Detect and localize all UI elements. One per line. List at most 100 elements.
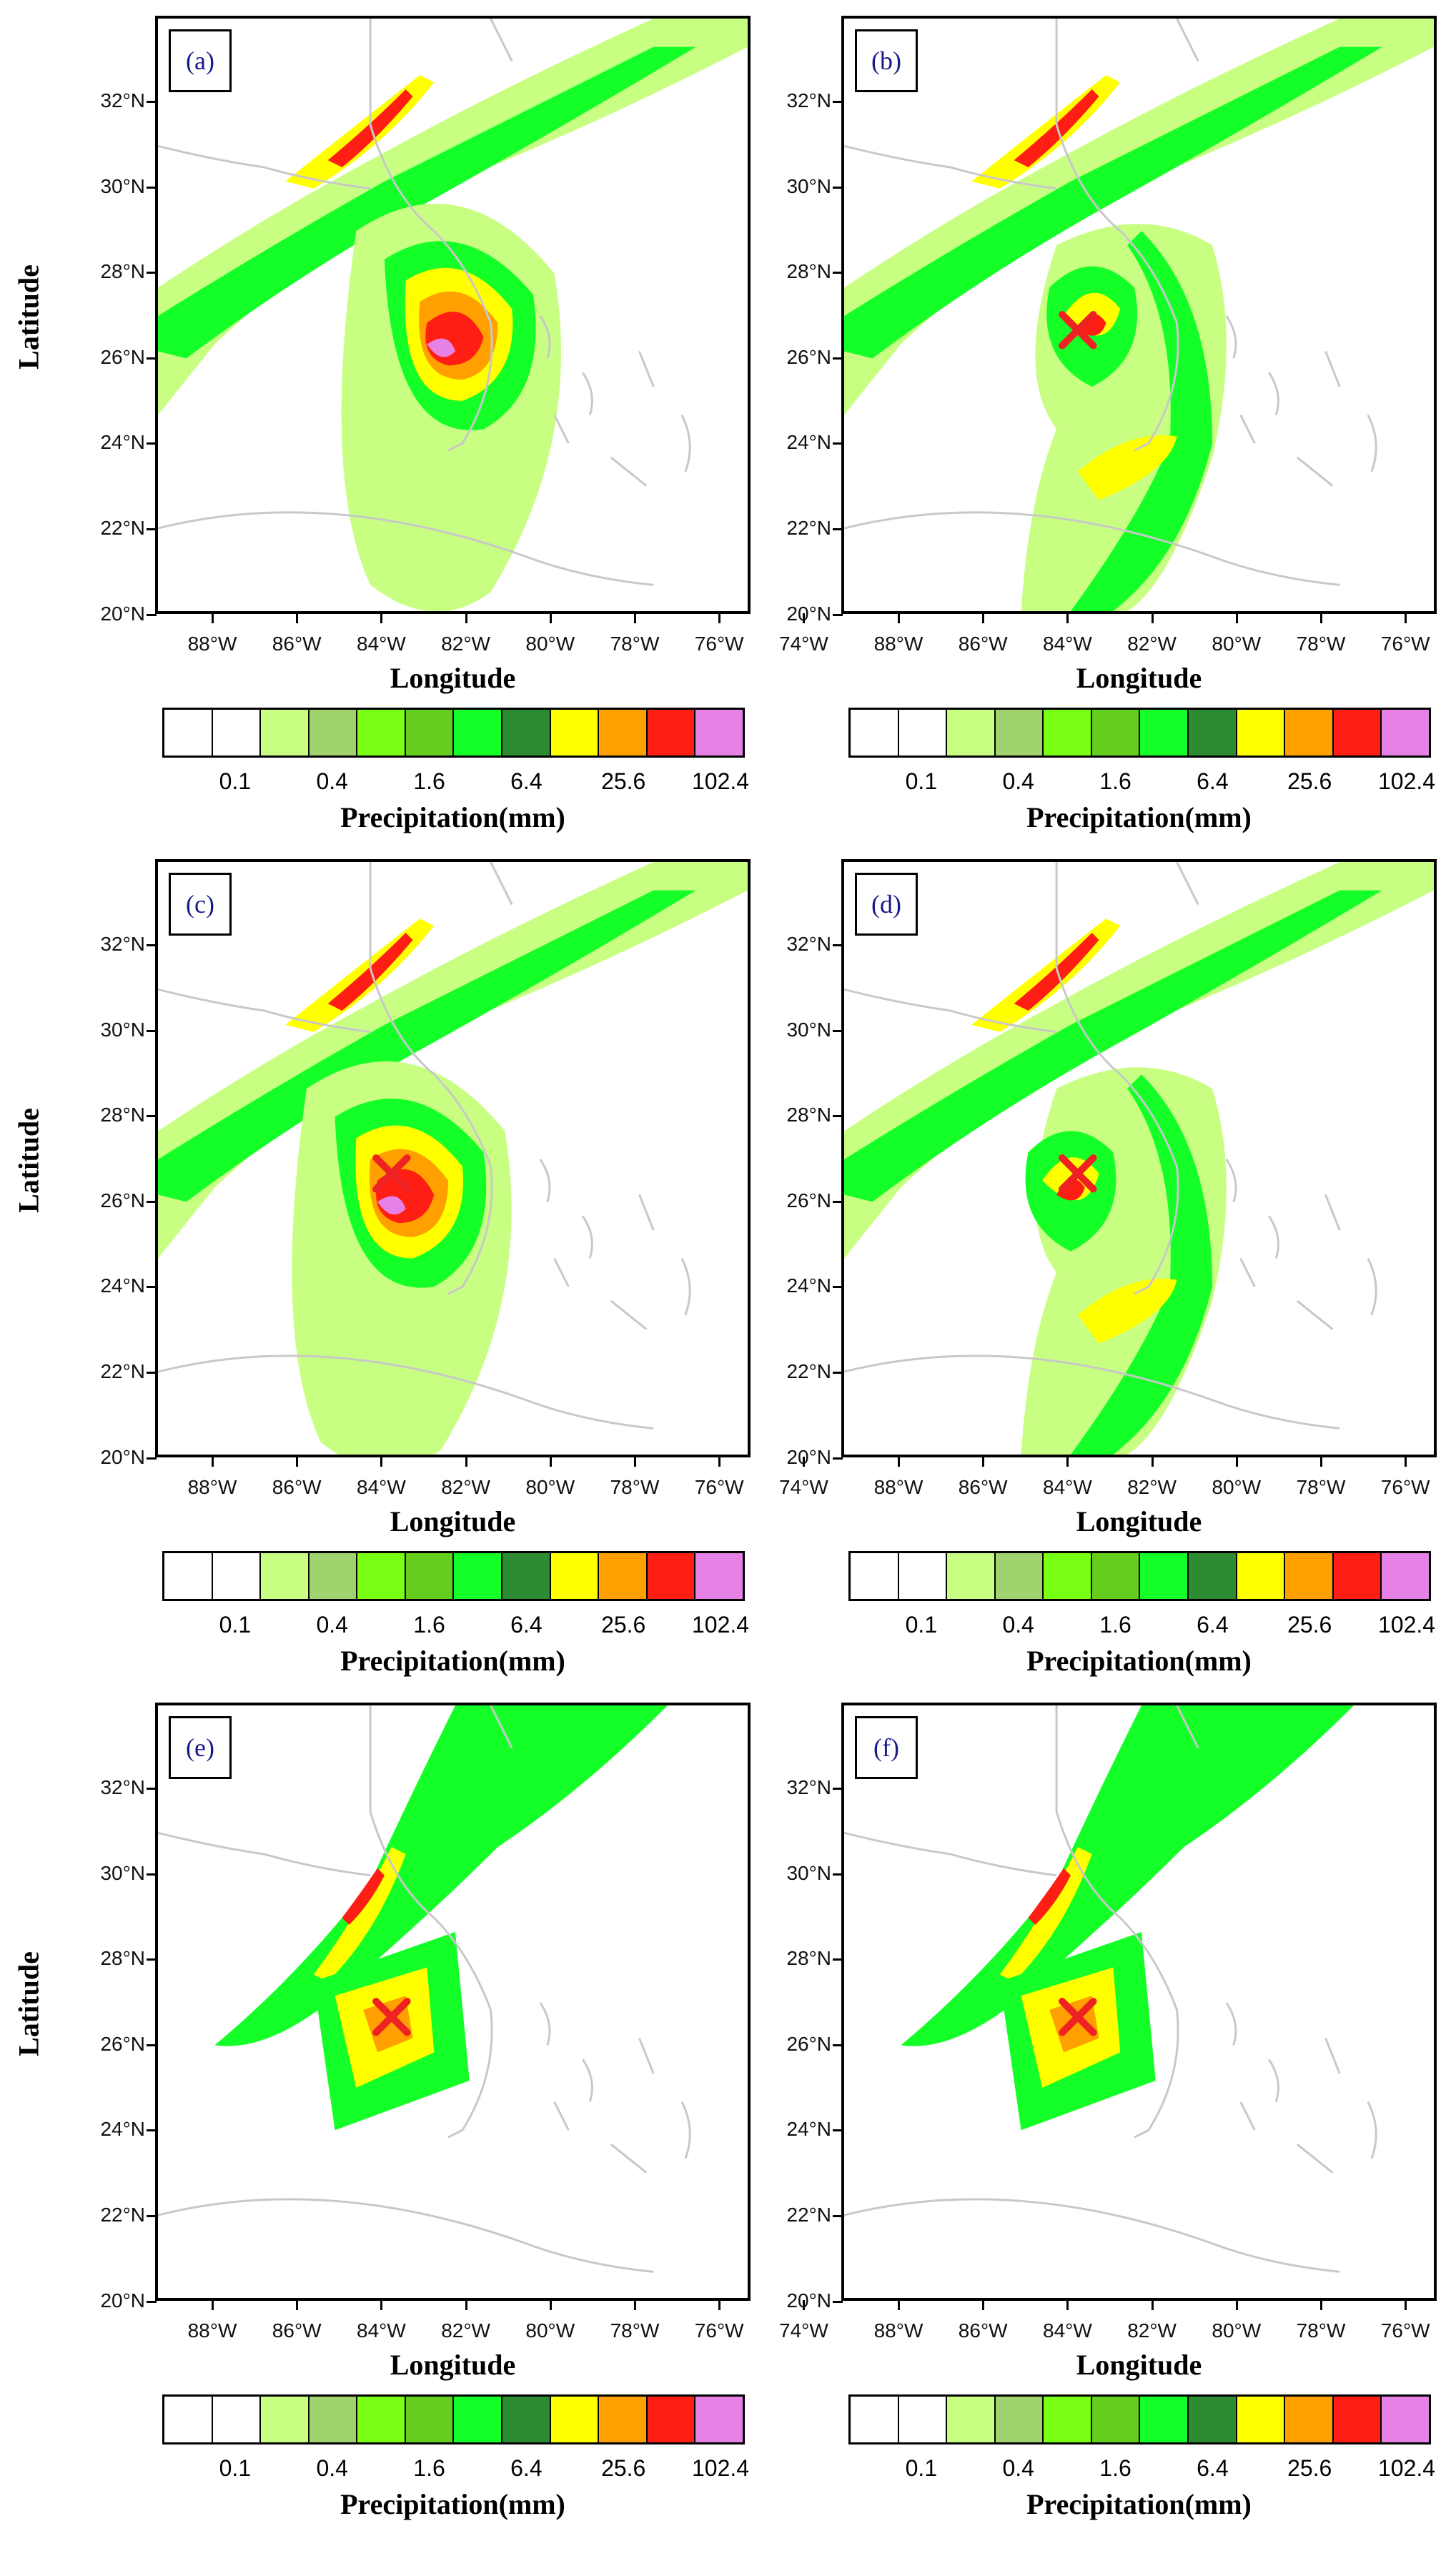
lat-tick-mark — [833, 442, 843, 445]
coastline — [844, 1354, 1340, 1430]
lon-tick-label: 74°W — [779, 2319, 828, 2342]
colorbar-tick-label: 0.4 — [1002, 2455, 1034, 2481]
lon-tick-mark — [1405, 2300, 1407, 2310]
map-panel-c: Latitude (c) Longitude Precipitation(mm)… — [0, 843, 828, 1687]
lat-tick-mark — [147, 2129, 157, 2132]
lat-tick-mark — [147, 2215, 157, 2217]
colorbar-cell — [647, 710, 696, 756]
colorbar — [848, 1551, 1431, 1601]
colorbar-cell — [1140, 710, 1189, 756]
lat-tick-label: 28°N — [786, 260, 831, 283]
colorbar-cell — [647, 1553, 696, 1599]
rain-band-north-heavy — [999, 1847, 1092, 1982]
colorbar-cell — [1333, 1553, 1382, 1599]
colorbar-cell — [1189, 710, 1237, 756]
colorbar-tick-label: 0.4 — [1002, 1612, 1034, 1638]
coastline — [1268, 1215, 1279, 1259]
colorbar-cell — [1285, 1553, 1334, 1599]
lon-tick-label: 84°W — [1043, 633, 1092, 655]
lat-tick-mark — [833, 2044, 843, 2046]
colorbar-cell — [454, 1553, 503, 1599]
coastline — [158, 1354, 654, 1430]
colorbar-tick-label: 0.1 — [219, 1612, 252, 1638]
colorbar-tick-label: 102.4 — [1377, 2455, 1436, 2481]
lon-tick-mark — [212, 613, 214, 623]
lon-tick-label: 82°W — [441, 2319, 490, 2342]
colorbar-title: Precipitation(mm) — [1026, 801, 1252, 833]
lat-tick-mark — [833, 1115, 843, 1118]
lon-tick-mark — [718, 613, 721, 623]
lat-tick-mark — [833, 613, 843, 616]
lon-tick-mark — [1320, 1457, 1322, 1467]
lat-tick-label: 22°N — [786, 2204, 831, 2226]
lon-tick-label: 82°W — [1127, 633, 1177, 655]
lon-tick-mark — [1320, 2300, 1322, 2310]
lon-tick-mark — [718, 1457, 721, 1467]
colorbar-tick-label: 0.4 — [316, 1612, 348, 1638]
coastline — [1239, 1257, 1256, 1287]
lon-tick-mark — [465, 2300, 467, 2310]
colorbar-tick-label: 6.4 — [510, 2455, 543, 2481]
lat-tick-label: 30°N — [100, 1018, 145, 1041]
southern-band-heavy — [1077, 435, 1177, 500]
lat-tick-mark — [147, 186, 157, 189]
lon-tick-mark — [380, 613, 383, 623]
precipitation-map — [844, 1705, 1377, 2273]
colorbar-tick-label: 1.6 — [1099, 2455, 1131, 2481]
lat-tick-mark — [147, 272, 157, 274]
lat-tick-mark — [833, 2300, 843, 2303]
colorbar-title: Precipitation(mm) — [340, 2488, 565, 2520]
lon-tick-mark — [1066, 2300, 1069, 2310]
colorbar-cell — [454, 710, 503, 756]
marker-stroke — [1059, 311, 1097, 350]
y-axis-label: Latitude — [12, 264, 45, 370]
coastline — [1225, 315, 1237, 359]
lon-tick-mark — [982, 1457, 985, 1467]
coastline — [369, 1705, 493, 2139]
x-axis-label: Longitude — [390, 1505, 516, 1537]
coastline — [158, 144, 371, 190]
coastline — [158, 2198, 654, 2273]
colorbar-cell — [1189, 1553, 1237, 1599]
coastline — [1324, 1194, 1341, 1231]
colorbar-cell — [995, 2397, 1044, 2442]
lat-tick-mark — [147, 2300, 157, 2303]
colorbar-cell — [599, 710, 648, 756]
colorbar-cell — [695, 710, 743, 756]
colorbar-cell — [1333, 2397, 1382, 2442]
x-axis-label: Longitude — [1076, 1505, 1202, 1537]
coastline — [1225, 1159, 1237, 1202]
lat-tick-mark — [147, 1958, 157, 1961]
lon-tick-mark — [898, 613, 900, 623]
rain-band-north-core — [158, 890, 696, 1202]
panel-label: (b) — [855, 29, 918, 92]
lon-tick-label: 80°W — [525, 633, 575, 655]
map-frame: (a) — [155, 16, 751, 614]
colorbar-title: Precipitation(mm) — [1026, 2488, 1252, 2520]
lat-tick-mark — [147, 1372, 157, 1374]
colorbar-cell — [309, 2397, 358, 2442]
lon-tick-label: 76°W — [694, 633, 744, 655]
coastline — [1176, 1705, 1199, 1749]
lat-tick-mark — [833, 1958, 843, 1961]
lat-tick-label: 22°N — [100, 1360, 145, 1382]
storm-center-marker — [372, 1154, 411, 1193]
lat-tick-label: 30°N — [100, 174, 145, 197]
lon-tick-mark — [296, 1457, 299, 1467]
map-panel-b: (b) Longitude Precipitation(mm) 32°N 30°N… — [686, 0, 1437, 843]
colorbar-tick-label: 25.6 — [1287, 768, 1332, 794]
lon-tick-mark — [803, 1457, 806, 1467]
colorbar-cell — [1044, 710, 1092, 756]
colorbar-cell — [357, 2397, 406, 2442]
lon-tick-label: 86°W — [272, 1476, 322, 1498]
lon-tick-label: 84°W — [1043, 2319, 1092, 2342]
coastline — [158, 988, 371, 1034]
precipitation-map — [158, 19, 748, 611]
colorbar-cell — [1091, 710, 1141, 756]
lon-tick-mark — [634, 613, 636, 623]
colorbar-tick-label: 1.6 — [1099, 768, 1131, 794]
lon-tick-label: 78°W — [1296, 1476, 1346, 1498]
colorbar — [848, 708, 1431, 758]
map-panel-d: (d) Longitude Precipitation(mm) 32°N 30°N… — [686, 843, 1437, 1687]
marker-stroke — [372, 1998, 411, 2036]
